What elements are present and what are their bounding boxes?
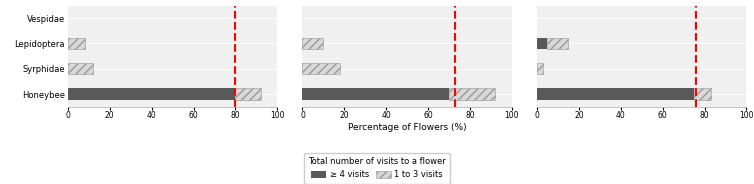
Bar [302, 88, 449, 100]
Bar [302, 63, 340, 75]
Bar [537, 88, 694, 100]
Bar [68, 38, 84, 49]
Bar [68, 63, 93, 75]
Bar [68, 88, 235, 100]
Bar [302, 38, 323, 49]
Legend: ≥ 4 visits, 1 to 3 visits: ≥ 4 visits, 1 to 3 visits [304, 153, 450, 183]
Bar [537, 63, 544, 75]
Bar [694, 88, 711, 100]
Bar [537, 38, 547, 49]
Bar [449, 88, 495, 100]
Bar [547, 38, 569, 49]
X-axis label: Percentage of Flowers (%): Percentage of Flowers (%) [348, 123, 467, 132]
Bar [235, 88, 261, 100]
